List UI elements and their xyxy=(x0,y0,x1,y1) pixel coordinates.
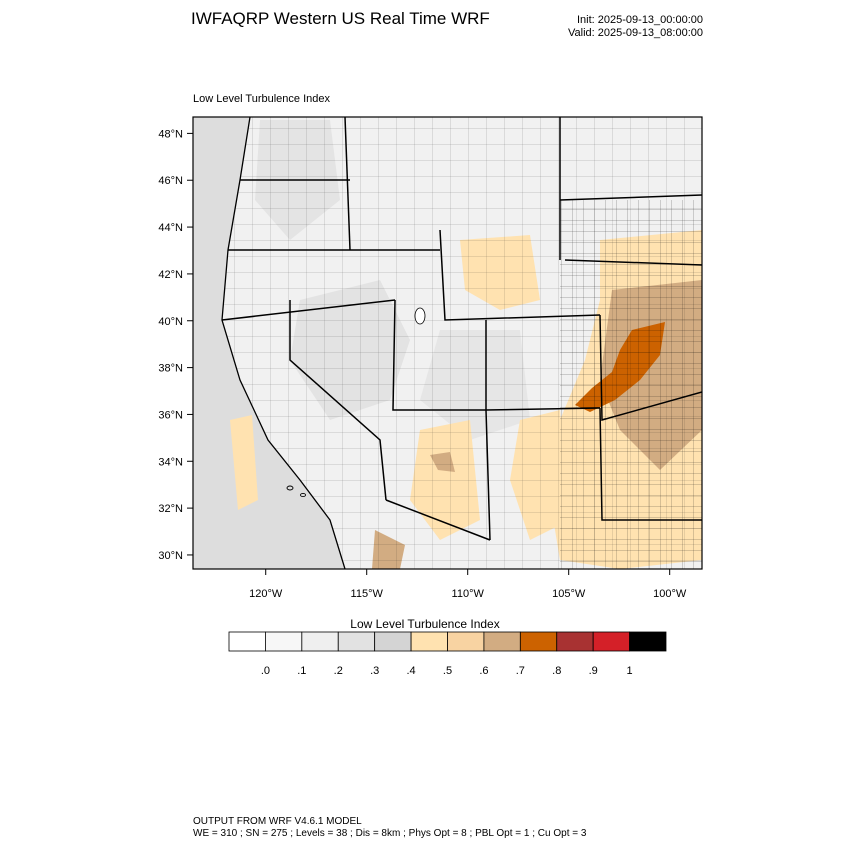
colorbar-swatch xyxy=(629,631,667,652)
map-frame xyxy=(192,116,703,570)
map-title: Low Level Turbulence Index xyxy=(193,93,330,105)
lat-tick-label: 32°N xyxy=(158,503,183,515)
lat-tick-label: 42°N xyxy=(158,269,183,281)
channel-island xyxy=(300,492,306,498)
colorbar-label: .4 xyxy=(406,665,415,677)
colorbar: .0 .1 .2 .3 .4 .5 .6 .7 .8 .9 1 xyxy=(228,631,667,677)
latitude-axis: 48°N 46°N 44°N 42°N 40°N 38°N 36°N 34°N 32°N 30°N xyxy=(158,128,193,562)
lon-tick-label: 110°W xyxy=(452,588,485,600)
main-title: IWFAQRP Western US Real Time WRF xyxy=(191,9,490,28)
colorbar-label: .6 xyxy=(479,665,488,677)
lon-tick-label: 115°W xyxy=(351,588,384,600)
lat-tick-label: 38°N xyxy=(158,363,183,375)
colorbar-swatch xyxy=(410,631,448,652)
colorbar-label: .7 xyxy=(516,665,525,677)
colorbar-label: .9 xyxy=(589,665,598,677)
colorbar-label: .0 xyxy=(261,665,270,677)
colorbar-swatch xyxy=(301,631,339,652)
colorbar-label: .1 xyxy=(297,665,306,677)
model-info-line1: OUTPUT FROM WRF V4.6.1 MODEL xyxy=(193,816,362,827)
channel-island xyxy=(286,485,294,491)
great-salt-lake xyxy=(414,307,426,325)
county-lines-plains xyxy=(560,200,702,569)
lat-tick-label: 40°N xyxy=(158,316,183,328)
model-info-line2: WE = 310 ; SN = 275 ; Levels = 38 ; Dis … xyxy=(193,828,587,839)
colorbar-label: .5 xyxy=(443,665,452,677)
lon-tick-label: 100°W xyxy=(653,588,687,600)
lat-tick-label: 34°N xyxy=(158,456,183,468)
colorbar-swatch xyxy=(265,631,303,652)
colorbar-label: .8 xyxy=(552,665,561,677)
colorbar-swatch xyxy=(483,631,521,652)
coastline xyxy=(221,117,346,569)
lat-tick-label: 44°N xyxy=(158,222,183,234)
colorbar-label: .2 xyxy=(334,665,343,677)
colorbar-label: 1 xyxy=(627,665,633,677)
lat-tick-label: 48°N xyxy=(158,128,183,140)
colorbar-swatch xyxy=(228,631,266,652)
lon-tick-label: 120°W xyxy=(249,588,283,600)
valid-time: Valid: 2025-09-13_08:00:00 xyxy=(568,27,703,39)
map-field xyxy=(193,117,702,569)
colorbar-swatch xyxy=(556,631,594,652)
init-time: Init: 2025-09-13_00:00:00 xyxy=(577,14,703,26)
colorbar-swatch xyxy=(337,631,376,652)
lon-tick-label: 105°W xyxy=(552,588,586,600)
longitude-axis: 120°W 115°W 110°W 105°W 100°W xyxy=(249,569,687,600)
turbulence-coastal xyxy=(230,415,258,510)
lat-tick-label: 36°N xyxy=(158,409,183,421)
state-boundaries xyxy=(221,117,702,541)
colorbar-swatch xyxy=(519,631,558,652)
colorbar-swatch xyxy=(447,631,485,652)
lat-tick-label: 46°N xyxy=(158,175,183,187)
lat-tick-label: 30°N xyxy=(158,550,183,562)
colorbar-label: .3 xyxy=(370,665,379,677)
colorbar-title: Low Level Turbulence Index xyxy=(350,617,500,631)
colorbar-swatch xyxy=(592,631,630,652)
colorbar-swatch xyxy=(374,631,412,652)
